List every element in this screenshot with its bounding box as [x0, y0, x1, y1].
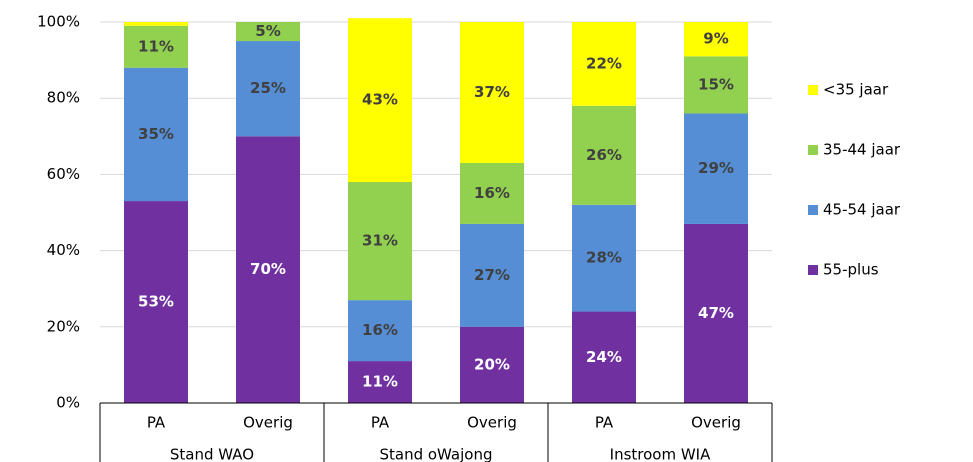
y-tick-label: 60% — [47, 165, 80, 183]
bar-segment — [236, 41, 300, 137]
legend-label: 45-54 jaar — [823, 201, 901, 219]
x-tick-label: PA — [371, 414, 390, 432]
legend-label: <35 jaar — [823, 81, 889, 99]
data-label: 11% — [362, 373, 398, 391]
x-tick-label: PA — [147, 414, 166, 432]
bar-segment — [124, 201, 188, 403]
bar-segment — [684, 56, 748, 114]
data-label: 5% — [255, 22, 280, 40]
bar-segment — [572, 204, 636, 312]
data-label: 43% — [362, 91, 398, 109]
bar-segment — [348, 182, 412, 301]
legend-swatch — [808, 265, 818, 275]
x-tick-label: Overig — [243, 414, 293, 432]
bar-segment — [460, 223, 524, 327]
x-tick-label: Overig — [467, 414, 517, 432]
legend-swatch — [808, 85, 818, 95]
bar-segment — [348, 361, 412, 403]
x-tick-label: Overig — [691, 414, 741, 432]
group-label: Stand oWajong — [379, 446, 492, 462]
bar-segment — [348, 300, 412, 362]
legend-label: 35-44 jaar — [823, 141, 901, 159]
y-tick-label: 100% — [37, 13, 80, 31]
bar-segment — [572, 311, 636, 403]
data-label: 25% — [250, 79, 286, 97]
bar-segment — [460, 162, 524, 224]
data-label: 16% — [474, 184, 510, 202]
y-tick-label: 0% — [56, 394, 80, 412]
legend-swatch — [808, 205, 818, 215]
bar-segment — [124, 22, 188, 26]
data-label: 53% — [138, 293, 174, 311]
bar-segment — [460, 326, 524, 403]
group-label: Stand WAO — [170, 446, 254, 462]
group-label: Instroom WIA — [610, 446, 711, 462]
data-label: 47% — [698, 304, 734, 322]
data-label: 26% — [586, 146, 622, 164]
bar-segment — [684, 223, 748, 403]
data-label: 29% — [698, 159, 734, 177]
bar-segment — [460, 22, 524, 163]
bar-segment — [684, 22, 748, 57]
bar-segment — [124, 25, 188, 68]
x-tick-label: PA — [595, 414, 614, 432]
bar-segment — [684, 113, 748, 224]
y-tick-label: 80% — [47, 89, 80, 107]
data-label: 9% — [703, 30, 728, 48]
data-label: 35% — [138, 125, 174, 143]
data-label: 11% — [138, 37, 174, 55]
legend-label: 55-plus — [823, 261, 879, 279]
data-label: 70% — [250, 260, 286, 278]
data-label: 24% — [586, 348, 622, 366]
data-label: 28% — [586, 249, 622, 267]
data-label: 37% — [474, 83, 510, 101]
bar-segment — [236, 22, 300, 42]
data-label: 22% — [586, 54, 622, 72]
data-label: 15% — [698, 75, 734, 93]
bar-segment — [236, 136, 300, 404]
legend-swatch — [808, 145, 818, 155]
bar-segment — [572, 22, 636, 106]
data-label: 16% — [362, 321, 398, 339]
y-tick-label: 20% — [47, 317, 80, 335]
y-tick-label: 40% — [47, 241, 80, 259]
data-label: 20% — [474, 355, 510, 373]
bar-segment — [348, 18, 412, 183]
data-label: 27% — [474, 266, 510, 284]
bar-segment — [124, 67, 188, 202]
bar-segment — [572, 105, 636, 205]
data-label: 31% — [362, 232, 398, 250]
